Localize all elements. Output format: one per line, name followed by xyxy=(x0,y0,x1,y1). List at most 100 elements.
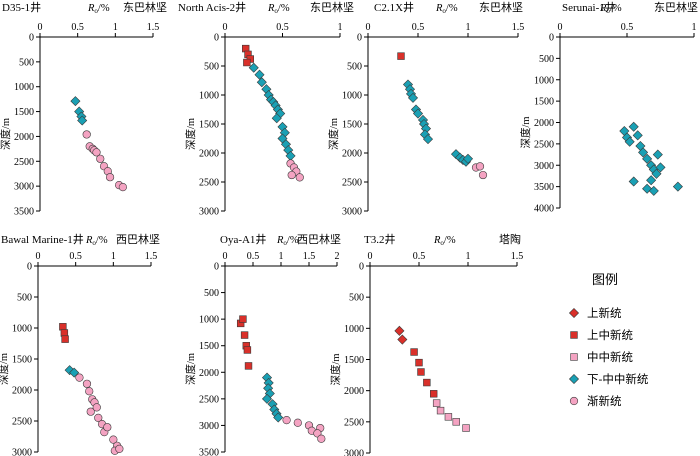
ro-axis-label: Ro/% xyxy=(599,3,622,15)
y-tick-label: 3500 xyxy=(14,207,34,218)
y-tick-label: 3000 xyxy=(199,207,219,218)
y-tick-label: 3000 xyxy=(534,161,554,172)
data-point xyxy=(243,58,251,67)
y-tick-label: 2000 xyxy=(344,386,364,397)
y-tick-label: 2500 xyxy=(199,178,219,189)
ro-axis-label: Ro/% xyxy=(433,235,456,247)
ro-axis-label: Ro/% xyxy=(87,3,110,15)
data-point xyxy=(462,424,470,432)
x-tick-label: 1.5 xyxy=(303,251,316,262)
y-tick-label: 2500 xyxy=(199,394,219,405)
y-tick-label: 2500 xyxy=(534,139,554,150)
x-tick-label: 0.5 xyxy=(621,22,634,33)
data-point xyxy=(444,413,453,421)
legend-marker xyxy=(570,331,578,339)
data-point xyxy=(672,181,683,192)
data-point xyxy=(243,346,252,354)
y-tick-label: 0 xyxy=(214,262,219,273)
data-point xyxy=(115,444,124,454)
chart-panel-5: Bawal Marine-1井 西巴林坚 Ro/% 0 0.5 1 1.5 0 500 1000 1… xyxy=(0,232,160,456)
x-tick-label: 0 xyxy=(36,251,41,262)
data-point xyxy=(638,147,649,158)
ro-unit: /% xyxy=(96,235,108,246)
y-tick-label: 2000 xyxy=(342,149,362,160)
data-point xyxy=(475,162,485,171)
data-point xyxy=(92,403,101,412)
legend-label: 中中新统 xyxy=(587,350,633,364)
data-point xyxy=(70,96,81,107)
ro-subscript: o xyxy=(94,7,98,15)
data-point xyxy=(397,334,408,345)
data-point xyxy=(317,434,326,443)
legend-label: 下-中中新统 xyxy=(587,372,649,386)
y-tick-label: 4000 xyxy=(534,204,554,215)
data-point xyxy=(394,325,405,336)
data-point xyxy=(261,393,273,404)
y-tick-label: 0 xyxy=(357,33,362,44)
y-tick-label: 3000 xyxy=(199,421,219,432)
ro-symbol: R xyxy=(599,3,607,14)
y-tick-label: 1500 xyxy=(342,120,362,131)
depth-axis-label: 深度/m xyxy=(184,353,197,385)
chart-panel-7: T3.2井 塔陶 Ro/% 0 0.5 1 1.5 0 500 1000 1500 2000 2500 3… xyxy=(329,232,523,456)
x-tick-label: 1.5 xyxy=(147,22,160,33)
data-point xyxy=(624,136,635,147)
y-tick-label: 2500 xyxy=(344,417,364,428)
y-tick-label: 1500 xyxy=(12,355,32,366)
data-point xyxy=(632,130,643,141)
data-point xyxy=(96,154,105,163)
data-point xyxy=(85,387,94,396)
x-tick-label: 1 xyxy=(111,251,116,262)
x-tick-label: 0 xyxy=(38,22,43,33)
chart-panel-1: D35-1井 东巴林坚 Ro/% 0 0.5 1 1.5 0 500 1000 1500 2000 25… xyxy=(0,0,167,218)
y-tick-label: 1000 xyxy=(342,91,362,102)
y-tick-label: 0 xyxy=(214,33,219,44)
legend-item: 上中新统 xyxy=(570,328,633,342)
chart-panel-2: North Acis-2井 东巴林坚 Ro/% 0 0.5 1 0 500 1000 1500 20… xyxy=(178,0,354,218)
data-point xyxy=(273,412,284,423)
depth-axis-label: 深度/m xyxy=(184,118,197,150)
ro-symbol: R xyxy=(85,235,93,246)
ro-subscript: o xyxy=(442,7,446,15)
ro-symbol: R xyxy=(433,235,441,246)
data-point xyxy=(646,175,657,186)
data-point xyxy=(282,416,291,425)
y-tick-label: 500 xyxy=(19,57,34,68)
x-tick-label: 0.5 xyxy=(276,22,289,33)
ro-axis-label: Ro/% xyxy=(267,3,290,15)
y-tick-label: 3000 xyxy=(14,182,34,193)
y-tick-label: 2500 xyxy=(342,178,362,189)
data-point xyxy=(648,185,659,196)
legend-title: 图例 xyxy=(592,272,618,287)
data-point xyxy=(462,153,474,164)
data-point xyxy=(60,329,69,337)
chart-title: Oya-A1井 xyxy=(220,232,266,246)
y-tick-label: 1000 xyxy=(14,82,34,93)
y-tick-label: 3000 xyxy=(12,448,32,456)
legend-item: 上新统 xyxy=(568,306,622,320)
x-tick-label: 0.5 xyxy=(69,251,82,262)
y-tick-label: 500 xyxy=(17,293,32,304)
data-point xyxy=(432,399,441,407)
x-tick-label: 1 xyxy=(466,251,471,262)
data-point xyxy=(429,390,438,398)
ro-unit: /% xyxy=(278,3,290,14)
legend-marker xyxy=(568,307,580,319)
region-label: 东巴林坚 xyxy=(479,0,523,14)
data-point xyxy=(239,315,247,323)
data-point xyxy=(642,183,653,194)
y-tick-label: 2000 xyxy=(534,118,554,129)
y-tick-label: 2500 xyxy=(14,157,34,168)
chart-title: D35-1井 xyxy=(2,0,41,14)
chart-panel-4: Serunai-1井 东巴林坚 Ro/% 0 0.5 1 0 500 1000 1500 2000 2… xyxy=(519,0,698,215)
data-point xyxy=(103,423,112,432)
y-tick-label: 500 xyxy=(347,62,362,73)
y-tick-label: 1000 xyxy=(199,91,219,102)
ro-symbol: R xyxy=(267,3,275,14)
x-tick-label: 1 xyxy=(113,22,118,33)
ro-axis-label: Ro/% xyxy=(85,235,108,247)
data-point xyxy=(59,323,67,331)
y-tick-label: 0 xyxy=(29,33,34,44)
